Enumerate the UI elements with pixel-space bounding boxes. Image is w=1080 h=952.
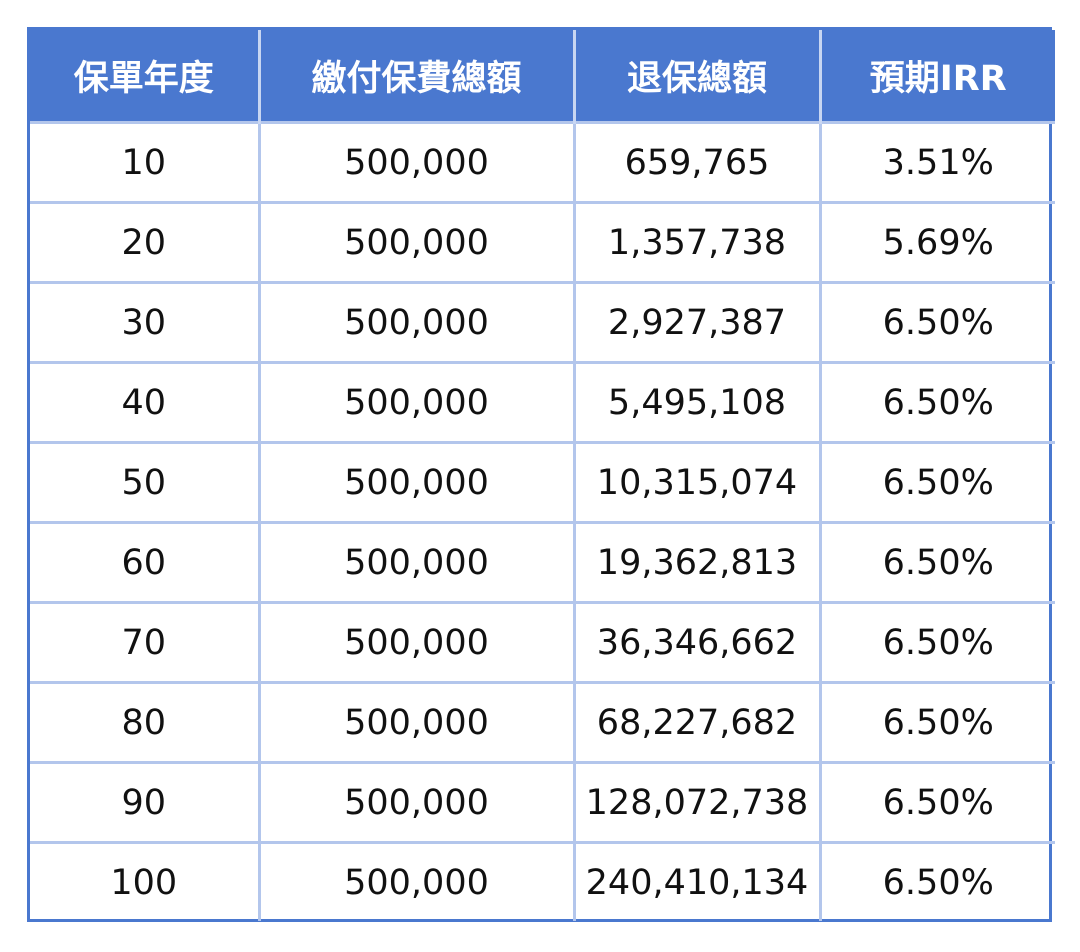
table-cell: 50 [30, 441, 261, 524]
header-cell: 保單年度 [30, 30, 261, 123]
header-cell: 預期IRR [818, 30, 1055, 123]
table-row: 50 500,000 10,315,074 6.50% [30, 441, 1055, 524]
table-cell: 5.69% [818, 201, 1055, 284]
table-row: 20 500,000 1,357,738 5.69% [30, 201, 1055, 284]
table-cell: 70 [30, 601, 261, 684]
table-cell: 36,346,662 [572, 601, 822, 684]
table-cell: 500,000 [257, 361, 576, 444]
table-cell: 500,000 [257, 121, 576, 204]
table-frame: 保單年度 繳付保費總額 退保總額 預期IRR 10 500,000 659,765 3.51… [27, 27, 1055, 922]
table-row: 40 500,000 5,495,108 6.50% [30, 361, 1055, 444]
table-head: 保單年度 繳付保費總額 退保總額 預期IRR [30, 30, 1055, 123]
table-cell: 500,000 [257, 841, 576, 921]
header-cell: 退保總額 [572, 30, 822, 123]
table-cell: 500,000 [257, 601, 576, 684]
header-row: 保單年度 繳付保費總額 退保總額 預期IRR [30, 30, 1055, 123]
table-cell: 659,765 [572, 121, 822, 204]
table-cell: 6.50% [818, 521, 1055, 604]
table-cell: 80 [30, 681, 261, 764]
table-cell: 500,000 [257, 441, 576, 524]
table-cell: 6.50% [818, 681, 1055, 764]
table-cell: 60 [30, 521, 261, 604]
table-cell: 500,000 [257, 281, 576, 364]
table-cell: 10,315,074 [572, 441, 822, 524]
table-cell: 6.50% [818, 761, 1055, 844]
table-cell: 3.51% [818, 121, 1055, 204]
table-row: 80 500,000 68,227,682 6.50% [30, 681, 1055, 764]
table-cell: 240,410,134 [572, 841, 822, 921]
table-row: 10 500,000 659,765 3.51% [30, 121, 1055, 204]
table-cell: 500,000 [257, 201, 576, 284]
table-cell: 500,000 [257, 681, 576, 764]
table-cell: 6.50% [818, 441, 1055, 524]
table-row: 100 500,000 240,410,134 6.50% [30, 841, 1055, 921]
table-cell: 128,072,738 [572, 761, 822, 844]
table-cell: 6.50% [818, 841, 1055, 921]
table-cell: 20 [30, 201, 261, 284]
table-row: 30 500,000 2,927,387 6.50% [30, 281, 1055, 364]
table-body: 10 500,000 659,765 3.51% 20 500,000 1,357,738 5… [30, 121, 1055, 921]
table-cell: 500,000 [257, 521, 576, 604]
table-row: 90 500,000 128,072,738 6.50% [30, 761, 1055, 844]
header-cell: 繳付保費總額 [257, 30, 576, 123]
table-cell: 90 [30, 761, 261, 844]
table-cell: 30 [30, 281, 261, 364]
table-row: 60 500,000 19,362,813 6.50% [30, 521, 1055, 604]
table-row: 70 500,000 36,346,662 6.50% [30, 601, 1055, 684]
table-cell: 5,495,108 [572, 361, 822, 444]
table-cell: 19,362,813 [572, 521, 822, 604]
table-cell: 100 [30, 841, 261, 921]
table-cell: 1,357,738 [572, 201, 822, 284]
irr-table: 保單年度 繳付保費總額 退保總額 預期IRR 10 500,000 659,765 3.51… [30, 30, 1055, 921]
table-cell: 6.50% [818, 361, 1055, 444]
table-cell: 40 [30, 361, 261, 444]
table-cell: 500,000 [257, 761, 576, 844]
table-cell: 6.50% [818, 281, 1055, 364]
table-cell: 6.50% [818, 601, 1055, 684]
table-cell: 10 [30, 121, 261, 204]
table-cell: 68,227,682 [572, 681, 822, 764]
table-cell: 2,927,387 [572, 281, 822, 364]
